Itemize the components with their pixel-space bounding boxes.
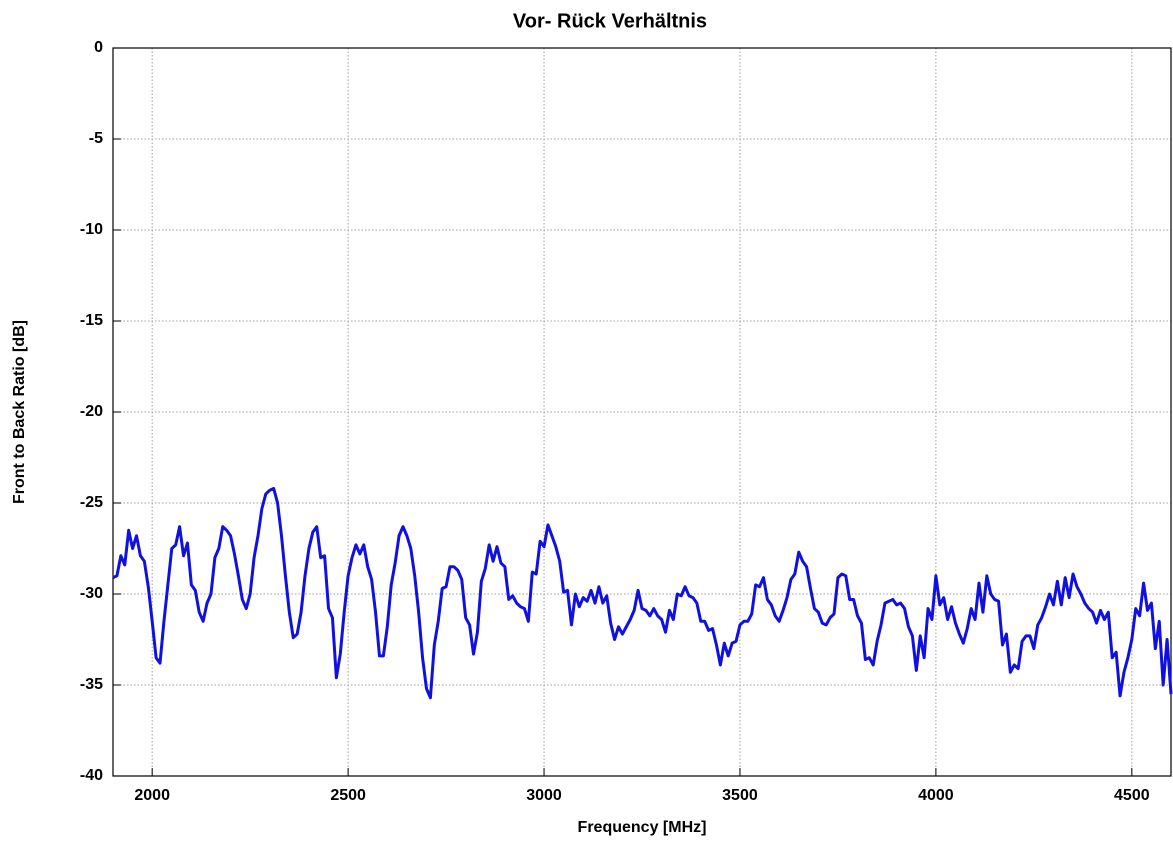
y-tick-label: 0 bbox=[94, 39, 103, 56]
y-axis-label: Front to Back Ratio [dB] bbox=[11, 320, 28, 504]
data-line bbox=[112, 486, 1173, 700]
x-tick-label: 2000 bbox=[134, 787, 170, 804]
x-tick-label: 2500 bbox=[330, 787, 366, 804]
chart-title: Vor- Rück Verhältnis bbox=[513, 10, 707, 32]
y-tick-label: -15 bbox=[80, 312, 103, 329]
y-tick-label: -35 bbox=[80, 676, 103, 693]
plot-frame bbox=[112, 47, 1172, 777]
y-tick-label: -5 bbox=[89, 130, 103, 147]
x-tick-label: 3000 bbox=[526, 787, 562, 804]
y-tick-label: -25 bbox=[80, 494, 103, 511]
y-tick-label: -40 bbox=[80, 767, 103, 784]
y-tick-label: -10 bbox=[80, 221, 103, 238]
x-axis-label: Frequency [MHz] bbox=[578, 819, 707, 836]
x-tick-label: 4500 bbox=[1114, 787, 1150, 804]
x-tick-label: 4000 bbox=[918, 787, 954, 804]
y-tick-label: -20 bbox=[80, 403, 103, 420]
y-tick-label: -30 bbox=[80, 585, 103, 602]
x-tick-label: 3500 bbox=[722, 787, 758, 804]
